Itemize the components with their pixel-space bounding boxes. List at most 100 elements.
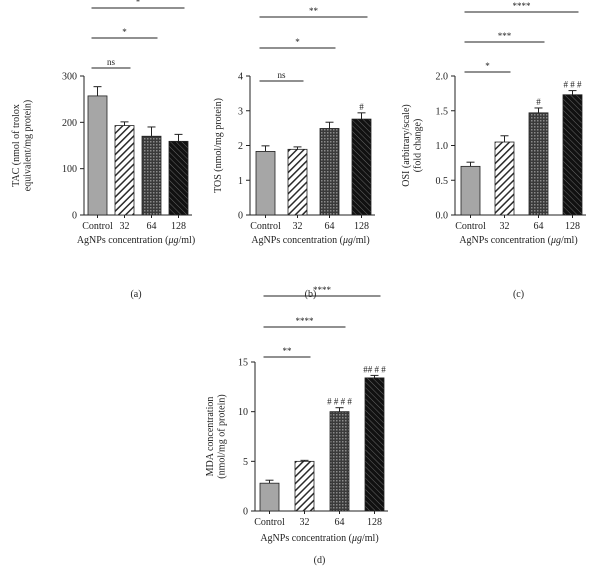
significance-hash: ## # # (363, 364, 386, 374)
x-axis-label: AgNPs concentration (μg/ml) (459, 235, 577, 246)
y-axis-label-line: MDA concentration (205, 397, 216, 477)
y-tick-label: 10 (238, 407, 248, 418)
y-tick-label: 0 (243, 507, 248, 518)
x-axis-label-unit: μg (550, 235, 561, 246)
y-axis-label-line: (nmol/mg of protein) (217, 394, 228, 478)
bar-64 (141, 135, 162, 216)
x-tick-label: Control (250, 221, 281, 232)
x-axis-label: AgNPs concentration (μg/ml) (251, 235, 369, 246)
x-tick-label: 128 (367, 517, 382, 528)
y-tick-label: 1 (238, 176, 243, 187)
x-tick-label: Control (455, 221, 486, 232)
significance-label: **** (313, 285, 332, 295)
x-axis-label-suffix: /ml) (362, 533, 379, 544)
x-axis-label: AgNPs concentration (μg/ml) (260, 533, 378, 544)
significance-label: ** (283, 346, 293, 356)
x-tick-label: Control (82, 221, 113, 232)
y-tick-label: 100 (62, 164, 77, 175)
bar-128 (364, 377, 385, 512)
y-tick-label: 2 (238, 141, 243, 152)
significance-hash: # # # # (327, 397, 352, 407)
y-axis-label-line: equivalent/mg protein) (23, 100, 34, 191)
x-tick-label: 64 (534, 221, 544, 232)
y-tick-label: 200 (62, 118, 77, 129)
significance-hash: # (359, 102, 364, 112)
x-tick-label: 64 (147, 221, 157, 232)
significance-label: * (295, 37, 300, 47)
y-axis-label-line: OSI (arbitrary/scale) (401, 104, 412, 186)
x-tick-label: 32 (120, 221, 130, 232)
x-tick-label: 128 (565, 221, 580, 232)
panel-label: (c) (513, 289, 524, 300)
y-tick-label: 3 (238, 106, 243, 117)
chart-panel-a: 0 100 200 300 Control 32 64 128 ns * * TAC (nmol of… (11, 0, 195, 300)
x-tick-label: 32 (300, 517, 310, 528)
significance-label: **** (513, 1, 532, 11)
bar-32 (114, 125, 135, 216)
bar-control (87, 95, 108, 216)
significance-label: * (122, 27, 127, 37)
x-tick-label: 128 (354, 221, 369, 232)
bar-control (460, 165, 481, 216)
bar-128 (351, 118, 372, 216)
x-axis-label: AgNPs concentration (μg/ml) (77, 235, 195, 246)
significance-label: ns (107, 57, 116, 67)
significance-label: ** (309, 6, 319, 16)
bar-32 (494, 141, 515, 216)
significance-label: * (136, 0, 141, 7)
x-axis-label-prefix: AgNPs concentration ( (459, 235, 551, 246)
significance-hash: # (536, 97, 541, 107)
x-tick-label: 64 (335, 517, 345, 528)
significance-hash: # # # (564, 80, 583, 90)
x-tick-label: 32 (293, 221, 303, 232)
bar-128 (168, 140, 189, 216)
panel-label: (d) (314, 555, 326, 566)
y-axis-label: TOS (nmol/mg protein) (213, 98, 224, 193)
y-axis-label-line: TAC (nmol of trolox (11, 104, 22, 187)
y-tick-label: 4 (238, 72, 243, 83)
y-tick-label: 2.0 (436, 72, 449, 83)
significance-label: *** (498, 31, 512, 41)
x-axis-label-suffix: /ml) (561, 235, 578, 246)
x-tick-label: 128 (171, 221, 186, 232)
bar-control (259, 482, 280, 512)
bar-64 (528, 112, 549, 216)
y-tick-label: 1.5 (436, 106, 449, 117)
x-tick-label: 64 (325, 221, 335, 232)
bar-64 (329, 411, 350, 512)
bar-128 (562, 94, 583, 216)
y-axis-label: TAC (nmol of troloxequivalent/mg protein… (11, 100, 34, 191)
x-axis-label-prefix: AgNPs concentration ( (260, 533, 352, 544)
x-axis-label-prefix: AgNPs concentration ( (251, 235, 343, 246)
x-axis-label-unit: μg (351, 533, 362, 544)
x-tick-label: Control (254, 517, 285, 528)
y-tick-label: 300 (62, 72, 77, 83)
x-tick-label: 32 (500, 221, 510, 232)
x-axis-label-prefix: AgNPs concentration ( (77, 235, 169, 246)
bar-32 (287, 148, 308, 216)
y-axis-label: MDA concentration(nmol/mg of protein) (205, 394, 228, 478)
y-tick-label: 0 (238, 211, 243, 222)
significance-label: **** (296, 316, 315, 326)
x-axis-label-unit: μg (342, 235, 353, 246)
bar-32 (294, 460, 315, 512)
y-tick-label: 0.5 (436, 176, 449, 187)
x-axis-label-unit: μg (167, 235, 178, 246)
x-axis-label-suffix: /ml) (353, 235, 370, 246)
significance-label: * (485, 61, 490, 71)
bar-64 (319, 128, 340, 216)
bar-control (255, 151, 276, 216)
x-axis-label-suffix: /ml) (179, 235, 196, 246)
y-tick-label: 0 (72, 211, 77, 222)
y-tick-label: 15 (238, 358, 248, 369)
significance-label: ns (277, 70, 286, 80)
y-tick-label: 1.0 (436, 141, 449, 152)
y-tick-label: 5 (243, 457, 248, 468)
y-axis-label: OSI (arbitrary/scale)(fold change) (401, 104, 424, 186)
panel-label: (a) (130, 289, 141, 300)
y-tick-label: 0.0 (436, 211, 449, 222)
